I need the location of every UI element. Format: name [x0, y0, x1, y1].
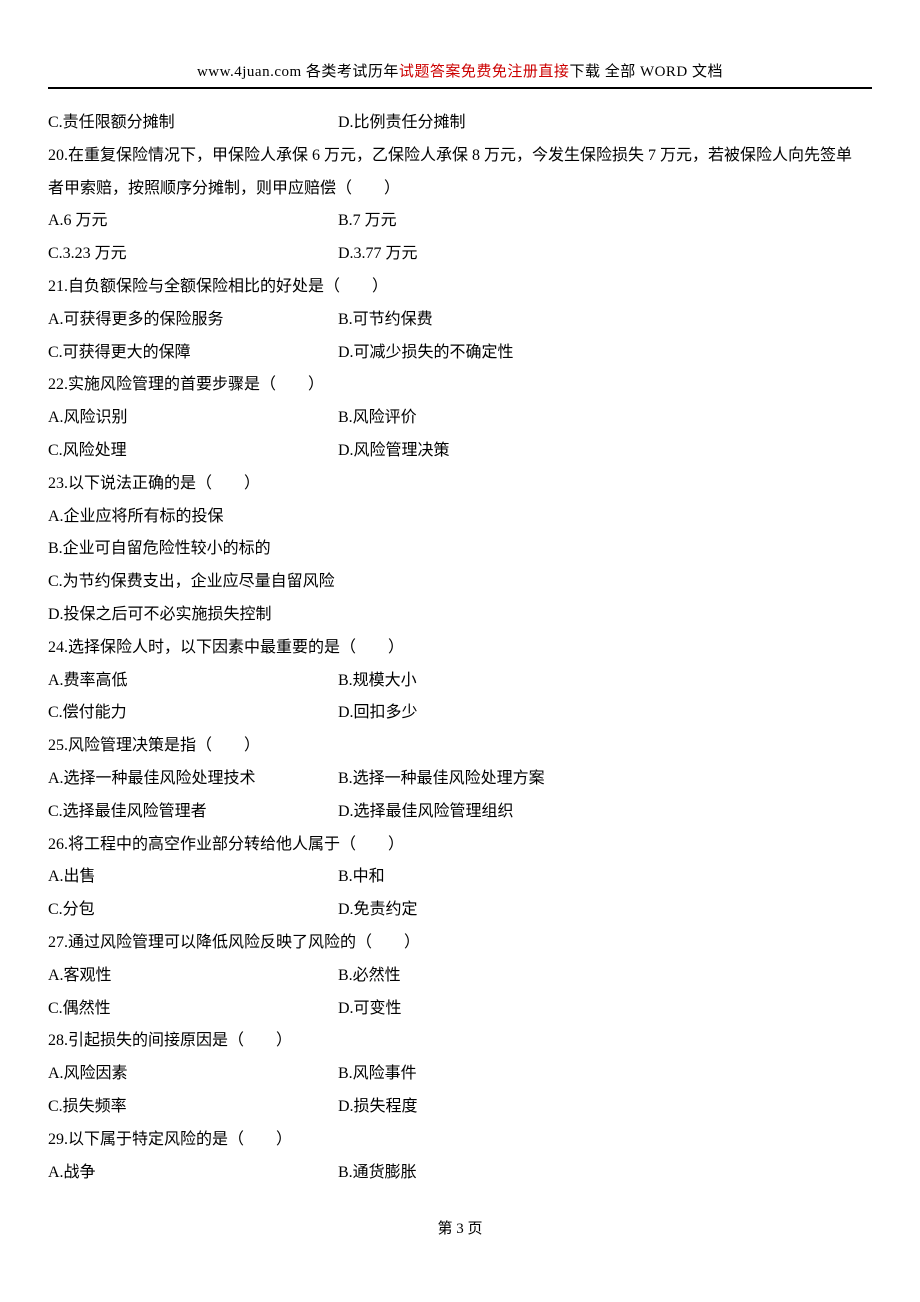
q22-options-cd: C.风险处理 D.风险管理决策 [48, 435, 872, 468]
q26-stem: 26.将工程中的高空作业部分转给他人属于（ ） [48, 829, 872, 862]
q21-options-ab: A.可获得更多的保险服务 B.可节约保费 [48, 304, 872, 337]
q28-stem: 28.引起损失的间接原因是（ ） [48, 1025, 872, 1058]
q25-option-c: C.选择最佳风险管理者 [48, 796, 338, 829]
q24-option-b: B.规模大小 [338, 665, 872, 698]
q20-option-c: C.3.23 万元 [48, 238, 338, 271]
q24-option-a: A.费率高低 [48, 665, 338, 698]
q21-stem: 21.自负额保险与全额保险相比的好处是（ ） [48, 271, 872, 304]
q25-options-ab: A.选择一种最佳风险处理技术 B.选择一种最佳风险处理方案 [48, 763, 872, 796]
q22-option-c: C.风险处理 [48, 435, 338, 468]
q20-stem-line1: 20.在重复保险情况下，甲保险人承保 6 万元，乙保险人承保 8 万元，今发生保… [48, 140, 872, 173]
q27-stem: 27.通过风险管理可以降低风险反映了风险的（ ） [48, 927, 872, 960]
q21-option-c: C.可获得更大的保障 [48, 337, 338, 370]
q21-option-b: B.可节约保费 [338, 304, 872, 337]
q26-options-cd: C.分包 D.免责约定 [48, 894, 872, 927]
q23-option-a: A.企业应将所有标的投保 [48, 501, 872, 534]
q28-option-d: D.损失程度 [338, 1091, 872, 1124]
q24-option-c: C.偿付能力 [48, 697, 338, 730]
q20-option-a: A.6 万元 [48, 205, 338, 238]
document-page: www.4juan.com 各类考试历年试题答案免费免注册直接下载 全部 WOR… [0, 0, 920, 1278]
q25-option-a: A.选择一种最佳风险处理技术 [48, 763, 338, 796]
q29-stem: 29.以下属于特定风险的是（ ） [48, 1124, 872, 1157]
q26-option-d: D.免责约定 [338, 894, 872, 927]
q25-options-cd: C.选择最佳风险管理者 D.选择最佳风险管理组织 [48, 796, 872, 829]
q20-stem-line2: 者甲索赔，按照顺序分摊制，则甲应赔偿（ ） [48, 173, 872, 206]
q20-options-cd: C.3.23 万元 D.3.77 万元 [48, 238, 872, 271]
q26-option-a: A.出售 [48, 861, 338, 894]
q24-stem: 24.选择保险人时，以下因素中最重要的是（ ） [48, 632, 872, 665]
q28-options-ab: A.风险因素 B.风险事件 [48, 1058, 872, 1091]
q22-option-a: A.风险识别 [48, 402, 338, 435]
q28-options-cd: C.损失频率 D.损失程度 [48, 1091, 872, 1124]
q20-options-ab: A.6 万元 B.7 万元 [48, 205, 872, 238]
q19-options-cd: C.责任限额分摊制 D.比例责任分摊制 [48, 107, 872, 140]
q29-option-b: B.通货膨胀 [338, 1157, 872, 1190]
header-site: www.4juan.com [197, 64, 302, 80]
q27-options-cd: C.偶然性 D.可变性 [48, 993, 872, 1026]
q29-options-ab: A.战争 B.通货膨胀 [48, 1157, 872, 1190]
page-header: www.4juan.com 各类考试历年试题答案免费免注册直接下载 全部 WOR… [48, 60, 872, 89]
q24-option-d: D.回扣多少 [338, 697, 872, 730]
q21-option-d: D.可减少损失的不确定性 [338, 337, 872, 370]
q25-option-d: D.选择最佳风险管理组织 [338, 796, 872, 829]
q22-stem: 22.实施风险管理的首要步骤是（ ） [48, 369, 872, 402]
header-text2: 下载 全部 WORD 文档 [569, 64, 723, 80]
q27-option-a: A.客观性 [48, 960, 338, 993]
q29-option-a: A.战争 [48, 1157, 338, 1190]
header-text1: 各类考试历年 [302, 64, 399, 80]
q25-stem: 25.风险管理决策是指（ ） [48, 730, 872, 763]
q24-options-ab: A.费率高低 B.规模大小 [48, 665, 872, 698]
q20-option-d: D.3.77 万元 [338, 238, 872, 271]
q19-option-d: D.比例责任分摊制 [338, 107, 872, 140]
q21-options-cd: C.可获得更大的保障 D.可减少损失的不确定性 [48, 337, 872, 370]
q27-options-ab: A.客观性 B.必然性 [48, 960, 872, 993]
q22-option-b: B.风险评价 [338, 402, 872, 435]
q28-option-c: C.损失频率 [48, 1091, 338, 1124]
q27-option-b: B.必然性 [338, 960, 872, 993]
q26-option-b: B.中和 [338, 861, 872, 894]
q20-option-b: B.7 万元 [338, 205, 872, 238]
header-red: 试题答案免费免注册直接 [399, 64, 570, 80]
q23-stem: 23.以下说法正确的是（ ） [48, 468, 872, 501]
q26-options-ab: A.出售 B.中和 [48, 861, 872, 894]
q27-option-c: C.偶然性 [48, 993, 338, 1026]
q26-option-c: C.分包 [48, 894, 338, 927]
q25-option-b: B.选择一种最佳风险处理方案 [338, 763, 872, 796]
q21-option-a: A.可获得更多的保险服务 [48, 304, 338, 337]
q22-options-ab: A.风险识别 B.风险评价 [48, 402, 872, 435]
q19-option-c: C.责任限额分摊制 [48, 107, 338, 140]
q23-option-b: B.企业可自留危险性较小的标的 [48, 533, 872, 566]
q22-option-d: D.风险管理决策 [338, 435, 872, 468]
q28-option-a: A.风险因素 [48, 1058, 338, 1091]
page-footer: 第 3 页 [48, 1217, 872, 1238]
q28-option-b: B.风险事件 [338, 1058, 872, 1091]
q23-option-c: C.为节约保费支出，企业应尽量自留风险 [48, 566, 872, 599]
q27-option-d: D.可变性 [338, 993, 872, 1026]
q23-option-d: D.投保之后可不必实施损失控制 [48, 599, 872, 632]
q24-options-cd: C.偿付能力 D.回扣多少 [48, 697, 872, 730]
